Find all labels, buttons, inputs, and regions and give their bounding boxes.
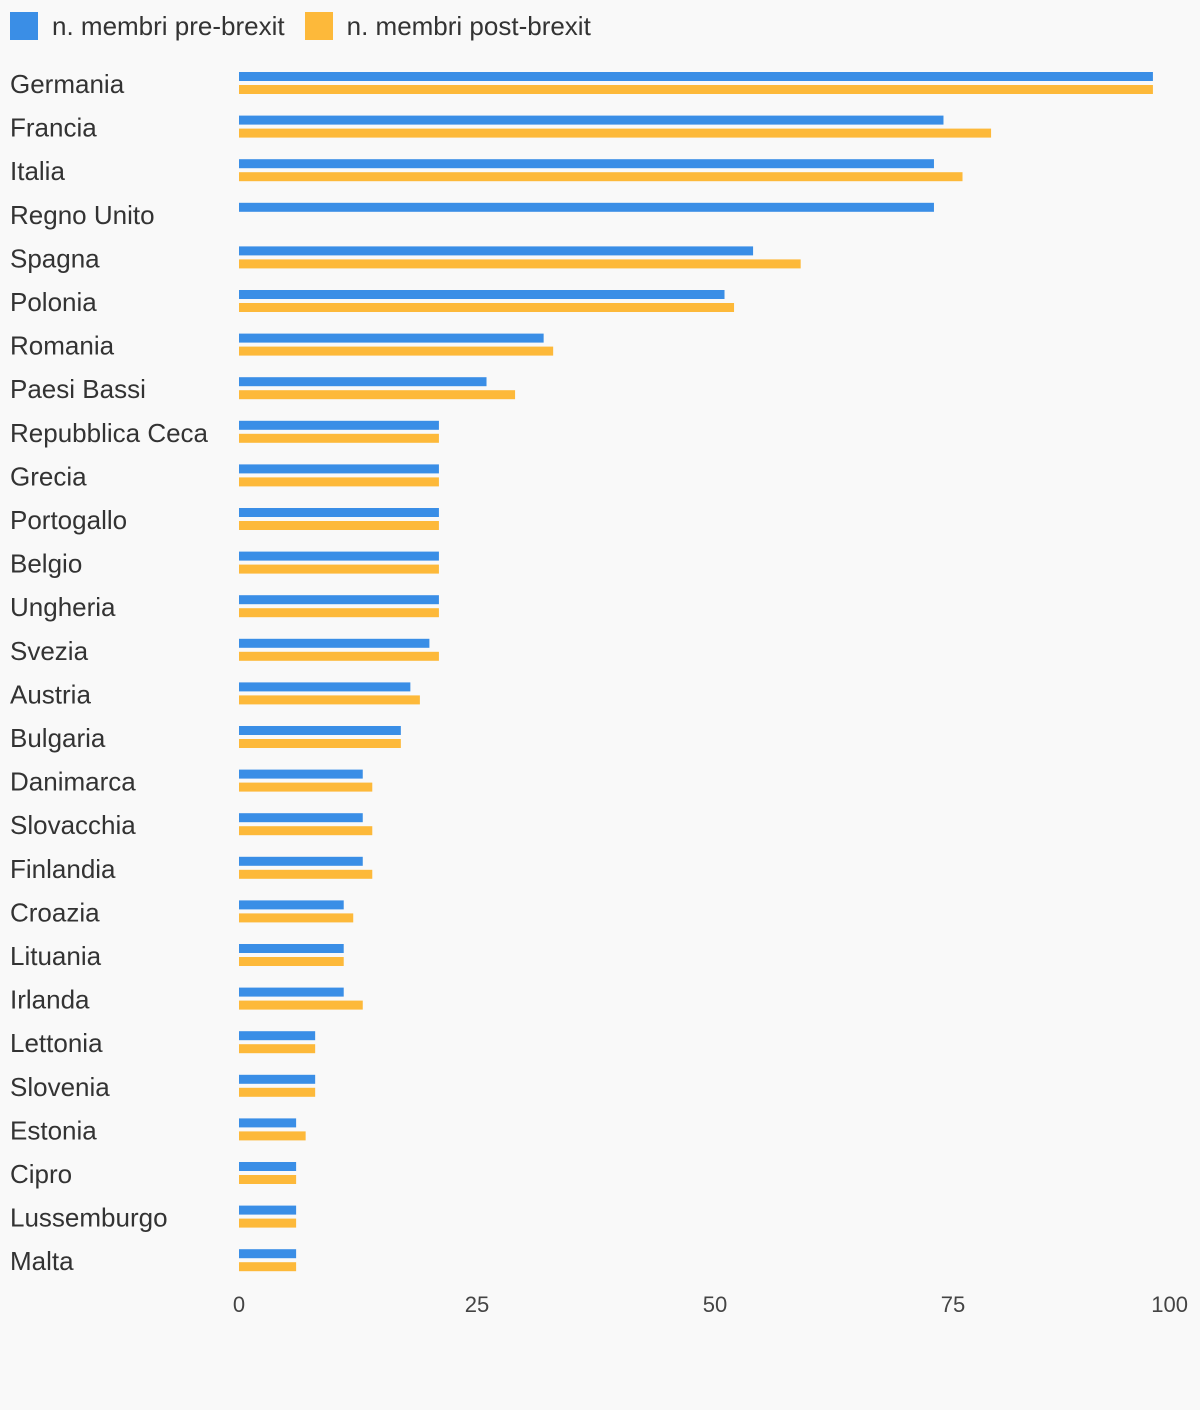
category-label-lituania: Lituania	[10, 941, 102, 971]
bar-pre-paesi-bassi[interactable]	[239, 377, 487, 387]
bar-pre-cipro[interactable]	[239, 1162, 297, 1171]
bars	[239, 72, 1153, 1272]
category-label-portogallo: Portogallo	[10, 505, 127, 535]
bar-pre-lituania[interactable]	[239, 944, 344, 953]
bar-pre-slovenia[interactable]	[239, 1074, 316, 1084]
bar-pre-lettonia[interactable]	[239, 1031, 316, 1041]
category-label-paesi-bassi: Paesi Bassi	[10, 374, 146, 404]
x-tick-50: 50	[703, 1292, 727, 1317]
category-label-lettonia: Lettonia	[10, 1028, 103, 1058]
bar-pre-polonia[interactable]	[239, 290, 725, 299]
legend-swatch-pre-brexit	[10, 12, 38, 40]
bar-pre-portogallo[interactable]	[239, 508, 439, 517]
bar-post-polonia[interactable]	[239, 303, 735, 312]
bar-post-paesi-bassi[interactable]	[239, 390, 516, 400]
bar-pre-croazia[interactable]	[239, 900, 344, 910]
legend: n. membri pre-brexit n. membri post-brex…	[10, 8, 611, 44]
legend-label-post-brexit: n. membri post-brexit	[346, 10, 591, 41]
bar-post-lettonia[interactable]	[239, 1044, 316, 1054]
category-label-austria: Austria	[10, 679, 91, 709]
category-label-slovenia: Slovenia	[10, 1072, 110, 1102]
category-label-italia: Italia	[10, 156, 65, 186]
bar-pre-grecia[interactable]	[239, 464, 439, 474]
bar-pre-spagna[interactable]	[239, 246, 754, 256]
bar-pre-bulgaria[interactable]	[239, 726, 401, 735]
bar-post-repubblica-ceca[interactable]	[239, 433, 439, 443]
bar-post-francia[interactable]	[239, 128, 992, 138]
bar-pre-germania[interactable]	[239, 72, 1153, 81]
legend-item-pre-brexit[interactable]: n. membri pre-brexit	[10, 11, 285, 42]
bar-post-finlandia[interactable]	[239, 869, 373, 879]
bar-post-spagna[interactable]	[239, 259, 801, 269]
bar-post-bulgaria[interactable]	[239, 739, 401, 748]
category-label-belgio: Belgio	[10, 549, 82, 579]
bar-post-croazia[interactable]	[239, 913, 354, 923]
x-tick-25: 25	[465, 1292, 489, 1317]
category-label-finlandia: Finlandia	[10, 854, 116, 884]
bar-pre-irlanda[interactable]	[239, 987, 344, 997]
category-label-romania: Romania	[10, 331, 115, 361]
category-label-repubblica-ceca: Repubblica Ceca	[10, 418, 209, 448]
x-tick-100: 100	[1151, 1292, 1188, 1317]
bar-pre-francia[interactable]	[239, 115, 944, 125]
category-label-estonia: Estonia	[10, 1115, 97, 1145]
bar-pre-belgio[interactable]	[239, 551, 439, 561]
category-label-germania: Germania	[10, 69, 125, 99]
bar-post-lituania[interactable]	[239, 957, 344, 966]
category-label-spagna: Spagna	[10, 243, 100, 273]
bar-post-slovenia[interactable]	[239, 1087, 316, 1097]
category-label-croazia: Croazia	[10, 897, 100, 927]
category-label-bulgaria: Bulgaria	[10, 723, 106, 753]
bar-pre-malta[interactable]	[239, 1249, 297, 1259]
x-axis-ticks: 0 25 50 75 100	[233, 1292, 1188, 1317]
bar-post-cipro[interactable]	[239, 1175, 297, 1184]
category-label-ungheria: Ungheria	[10, 592, 116, 622]
bar-post-romania[interactable]	[239, 346, 554, 356]
bar-post-belgio[interactable]	[239, 564, 439, 574]
bar-pre-ungheria[interactable]	[239, 595, 439, 605]
bar-post-irlanda[interactable]	[239, 1000, 363, 1010]
bar-post-lussemburgo[interactable]	[239, 1218, 297, 1228]
bar-post-italia[interactable]	[239, 172, 963, 182]
bar-post-svezia[interactable]	[239, 651, 439, 661]
bar-pre-lussemburgo[interactable]	[239, 1205, 297, 1215]
category-labels: Germania Francia Italia Regno Unito Spagna Po…	[10, 69, 209, 1276]
x-tick-0: 0	[233, 1292, 245, 1317]
bar-post-ungheria[interactable]	[239, 608, 439, 618]
legend-label-pre-brexit: n. membri pre-brexit	[52, 10, 285, 41]
category-label-lussemburgo: Lussemburgo	[10, 1203, 168, 1233]
bar-post-estonia[interactable]	[239, 1131, 306, 1141]
bar-pre-italia[interactable]	[239, 159, 934, 169]
bar-post-germania[interactable]	[239, 85, 1153, 94]
category-label-cipro: Cipro	[10, 1159, 72, 1189]
category-label-regno-unito: Regno Unito	[10, 200, 155, 230]
bar-pre-slovacchia[interactable]	[239, 813, 363, 823]
bar-post-portogallo[interactable]	[239, 521, 439, 530]
category-label-francia: Francia	[10, 113, 97, 143]
bar-pre-danimarca[interactable]	[239, 769, 363, 779]
category-label-polonia: Polonia	[10, 287, 97, 317]
bar-pre-repubblica-ceca[interactable]	[239, 420, 439, 430]
bar-post-austria[interactable]	[239, 695, 420, 705]
bar-post-danimarca[interactable]	[239, 782, 373, 792]
category-label-grecia: Grecia	[10, 461, 87, 491]
x-tick-75: 75	[941, 1292, 965, 1317]
bar-pre-estonia[interactable]	[239, 1118, 297, 1128]
category-label-slovacchia: Slovacchia	[10, 810, 136, 840]
bar-pre-finlandia[interactable]	[239, 856, 363, 866]
category-label-svezia: Svezia	[10, 636, 89, 666]
legend-swatch-post-brexit	[304, 12, 333, 40]
bar-post-grecia[interactable]	[239, 477, 439, 487]
legend-item-post-brexit[interactable]: n. membri post-brexit	[304, 10, 591, 42]
bar-pre-romania[interactable]	[239, 333, 544, 343]
category-label-danimarca: Danimarca	[10, 767, 136, 797]
bar-pre-austria[interactable]	[239, 682, 411, 692]
bar-post-malta[interactable]	[239, 1262, 297, 1272]
category-label-malta: Malta	[10, 1246, 74, 1276]
bar-post-slovacchia[interactable]	[239, 826, 373, 836]
bar-pre-regno-unito[interactable]	[239, 202, 934, 212]
bar-pre-svezia[interactable]	[239, 638, 430, 648]
category-label-irlanda: Irlanda	[10, 985, 90, 1015]
